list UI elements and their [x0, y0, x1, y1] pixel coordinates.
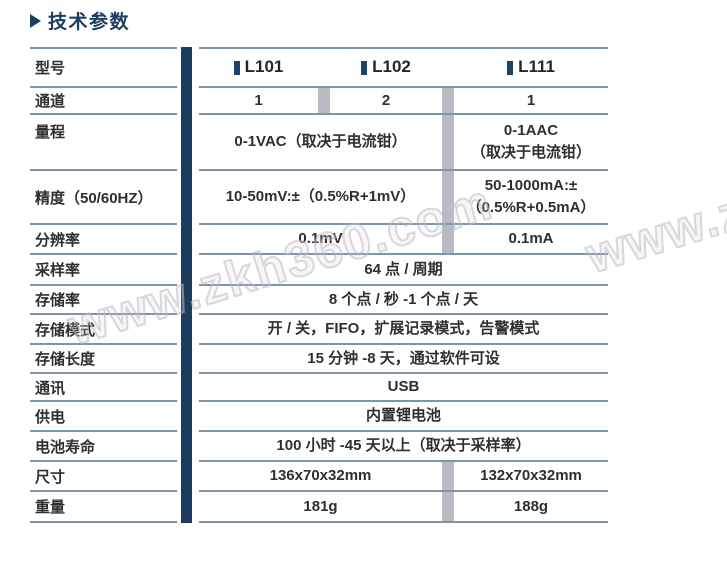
table-row-battery-life: 100 小时 -45 天以上（取决于采样率） — [199, 432, 608, 462]
cell-communication: USB — [387, 378, 420, 396]
model-cell-l102: L102 — [330, 49, 442, 86]
column-separator — [442, 171, 454, 223]
cell-weight-l101-l102: 181g — [303, 497, 338, 515]
table-row-storage-length: 15 分钟 -8 天，通过软件可设 — [199, 345, 608, 374]
table-row-channels: 1 2 1 — [199, 88, 608, 115]
column-separator — [442, 49, 454, 86]
table-row-accuracy: 10-50mV:±（0.5%R+1mV） 50-1000mA:± （0.5%R+… — [199, 171, 608, 225]
cell-range-l111: 0-1AAC （取决于电流钳） — [454, 115, 608, 169]
model-name: L101 — [244, 57, 284, 77]
model-bullet-icon — [507, 60, 514, 75]
cell-line: （0.5%R+0.5mA） — [466, 199, 596, 216]
cell-sample-rate: 64 点 / 周期 — [364, 260, 443, 278]
row-label-sample-rate: 采样率 — [30, 255, 177, 286]
divider-bar — [181, 47, 192, 523]
cell-accuracy-l101-l102: 10-50mV:±（0.5%R+1mV） — [225, 188, 416, 206]
table-row-storage-rate: 8 个点 / 秒 -1 个点 / 天 — [199, 286, 608, 315]
row-label-storage-length: 存储长度 — [30, 345, 177, 374]
model-name: L111 — [518, 57, 555, 77]
row-label-resolution: 分辨率 — [30, 225, 177, 255]
table-row-model: L101 L102 L111 — [199, 49, 608, 88]
row-label-model: 型号 — [30, 49, 177, 88]
row-label-dimensions: 尺寸 — [30, 462, 177, 492]
cell-channels-l111: 1 — [526, 91, 536, 109]
table-row-power: 内置锂电池 — [199, 402, 608, 432]
column-separator — [442, 88, 454, 113]
cell-line: 0-1AAC — [503, 122, 559, 140]
row-label-range: 量程 — [30, 115, 177, 171]
cell-dimensions-l111: 132x70x32mm — [480, 467, 582, 485]
row-label-battery-life: 电池寿命 — [30, 432, 177, 462]
page-title: 技术参数 — [48, 12, 131, 33]
row-label-power: 供电 — [30, 402, 177, 432]
table-row-sample-rate: 64 点 / 周期 — [199, 255, 608, 286]
table-row-range: 0-1VAC（取决于电流钳） 0-1AAC （取决于电流钳） — [199, 115, 608, 171]
cell-storage-rate: 8 个点 / 秒 -1 个点 / 天 — [328, 290, 479, 308]
model-bullet-icon — [361, 60, 368, 75]
column-separator — [318, 49, 330, 86]
column-separator — [442, 492, 454, 521]
cell-storage-mode: 开 / 关，FIFO，扩展记录模式，告警模式 — [267, 320, 540, 338]
table-row-storage-mode: 开 / 关，FIFO，扩展记录模式，告警模式 — [199, 315, 608, 345]
column-separator — [442, 462, 454, 490]
row-label-accuracy: 精度（50/60HZ） — [30, 171, 177, 225]
cell-channels-l102: 2 — [381, 91, 391, 109]
cell-line: （取决于电流钳） — [470, 144, 591, 161]
column-separator — [442, 115, 454, 169]
cell-resolution-l101-l102: 0.1mV — [298, 230, 343, 248]
spec-values-column: L101 L102 L111 1 2 1 0-1VAC（取决于电流钳） — [199, 47, 608, 523]
row-label-communication: 通讯 — [30, 374, 177, 402]
cell-resolution-l111: 0.1mA — [508, 230, 554, 248]
model-bullet-icon — [233, 60, 240, 75]
cell-power: 内置锂电池 — [365, 407, 441, 425]
spec-labels-column: 型号 通道 量程 精度（50/60HZ） 分辨率 采样率 存储率 存储模式 存储… — [30, 47, 177, 523]
model-cell-l101: L101 — [199, 49, 318, 86]
column-separator — [442, 225, 454, 253]
section-header: 技术参数 — [30, 7, 130, 34]
cell-channels-l101: 1 — [254, 91, 263, 109]
row-label-storage-mode: 存储模式 — [30, 315, 177, 345]
cell-storage-length: 15 分钟 -8 天，通过软件可设 — [307, 349, 500, 367]
table-row-communication: USB — [199, 374, 608, 402]
row-label-weight: 重量 — [30, 492, 177, 523]
cell-range-l101-l102: 0-1VAC（取决于电流钳） — [234, 133, 407, 151]
section-marker-icon — [30, 13, 41, 28]
cell-dimensions-l101-l102: 136x70x32mm — [269, 467, 372, 485]
row-label-storage-rate: 存储率 — [30, 286, 177, 315]
model-name: L102 — [372, 57, 411, 77]
model-cell-l111: L111 — [454, 49, 608, 86]
cell-weight-l111: 188g — [513, 497, 549, 515]
row-label-channels: 通道 — [30, 88, 177, 115]
table-row-resolution: 0.1mV 0.1mA — [199, 225, 608, 255]
cell-battery-life: 100 小时 -45 天以上（取决于采样率） — [276, 437, 531, 455]
cell-accuracy-l111: 50-1000mA:± （0.5%R+0.5mA） — [454, 171, 608, 223]
table-row-dimensions: 136x70x32mm 132x70x32mm — [199, 462, 608, 492]
cell-line: 50-1000mA:± — [484, 177, 578, 195]
column-separator — [318, 88, 330, 113]
table-row-weight: 181g 188g — [199, 492, 608, 523]
